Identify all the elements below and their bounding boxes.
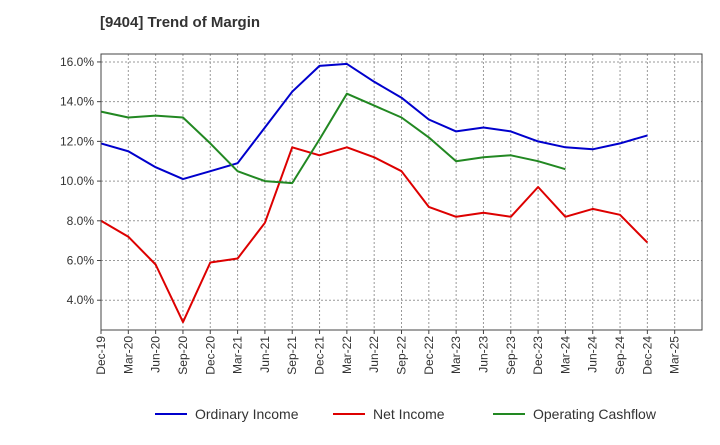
x-tick-label: Jun-20 (149, 336, 163, 373)
x-tick-label: Dec-24 (640, 336, 654, 375)
legend-label-operating-cashflow: Operating Cashflow (533, 406, 657, 422)
x-tick-label: Mar-22 (340, 336, 354, 374)
x-tick-label: Jun-22 (367, 336, 381, 373)
y-tick-label: 6.0% (67, 254, 95, 268)
series-line-operating-cashflow (100, 92, 566, 185)
y-axis-ticks: 4.0% 6.0% 8.0% 10.0% 12.0% 14.0% 16.0% (60, 55, 101, 307)
x-tick-label: Mar-24 (558, 336, 572, 374)
x-tick-label: Dec-21 (313, 336, 327, 375)
x-tick-label: Dec-19 (94, 336, 108, 375)
x-axis-ticks: Dec-19 Mar-20 Jun-20 Sep-20 Dec-20 Mar-21 Jun-… (94, 330, 682, 375)
legend-label-net-income: Net Income (373, 406, 445, 422)
x-tick-label: Sep-23 (504, 336, 518, 375)
y-tick-label: 8.0% (67, 214, 95, 228)
legend-label-ordinary-income: Ordinary Income (195, 406, 299, 422)
x-tick-label: Sep-21 (285, 336, 299, 375)
series-line-ordinary-income (100, 62, 648, 181)
x-tick-label: Dec-22 (422, 336, 436, 375)
x-tick-label: Sep-20 (176, 336, 190, 375)
chart-title: [9404] Trend of Margin (100, 14, 261, 31)
y-tick-label: 14.0% (60, 95, 94, 109)
grid (100, 54, 702, 330)
x-tick-label: Sep-24 (613, 336, 627, 375)
x-tick-label: Jun-24 (586, 336, 600, 373)
x-tick-label: Jun-23 (476, 336, 490, 373)
x-tick-label: Dec-23 (531, 336, 545, 375)
series-lines (100, 62, 649, 324)
legend: Ordinary Income Net Income Operating Cashf… (155, 406, 657, 422)
x-tick-label: Mar-21 (231, 336, 245, 374)
x-tick-label: Mar-25 (668, 336, 682, 374)
y-tick-label: 12.0% (60, 134, 94, 148)
y-tick-label: 4.0% (67, 293, 95, 307)
series-line-net-income (100, 146, 649, 324)
x-tick-label: Jun-21 (258, 336, 272, 373)
x-tick-label: Mar-23 (449, 336, 463, 374)
x-tick-label: Mar-20 (121, 336, 135, 374)
y-tick-label: 10.0% (60, 174, 94, 188)
x-tick-label: Sep-22 (395, 336, 409, 375)
x-tick-label: Dec-20 (203, 336, 217, 375)
y-tick-label: 16.0% (60, 55, 94, 69)
